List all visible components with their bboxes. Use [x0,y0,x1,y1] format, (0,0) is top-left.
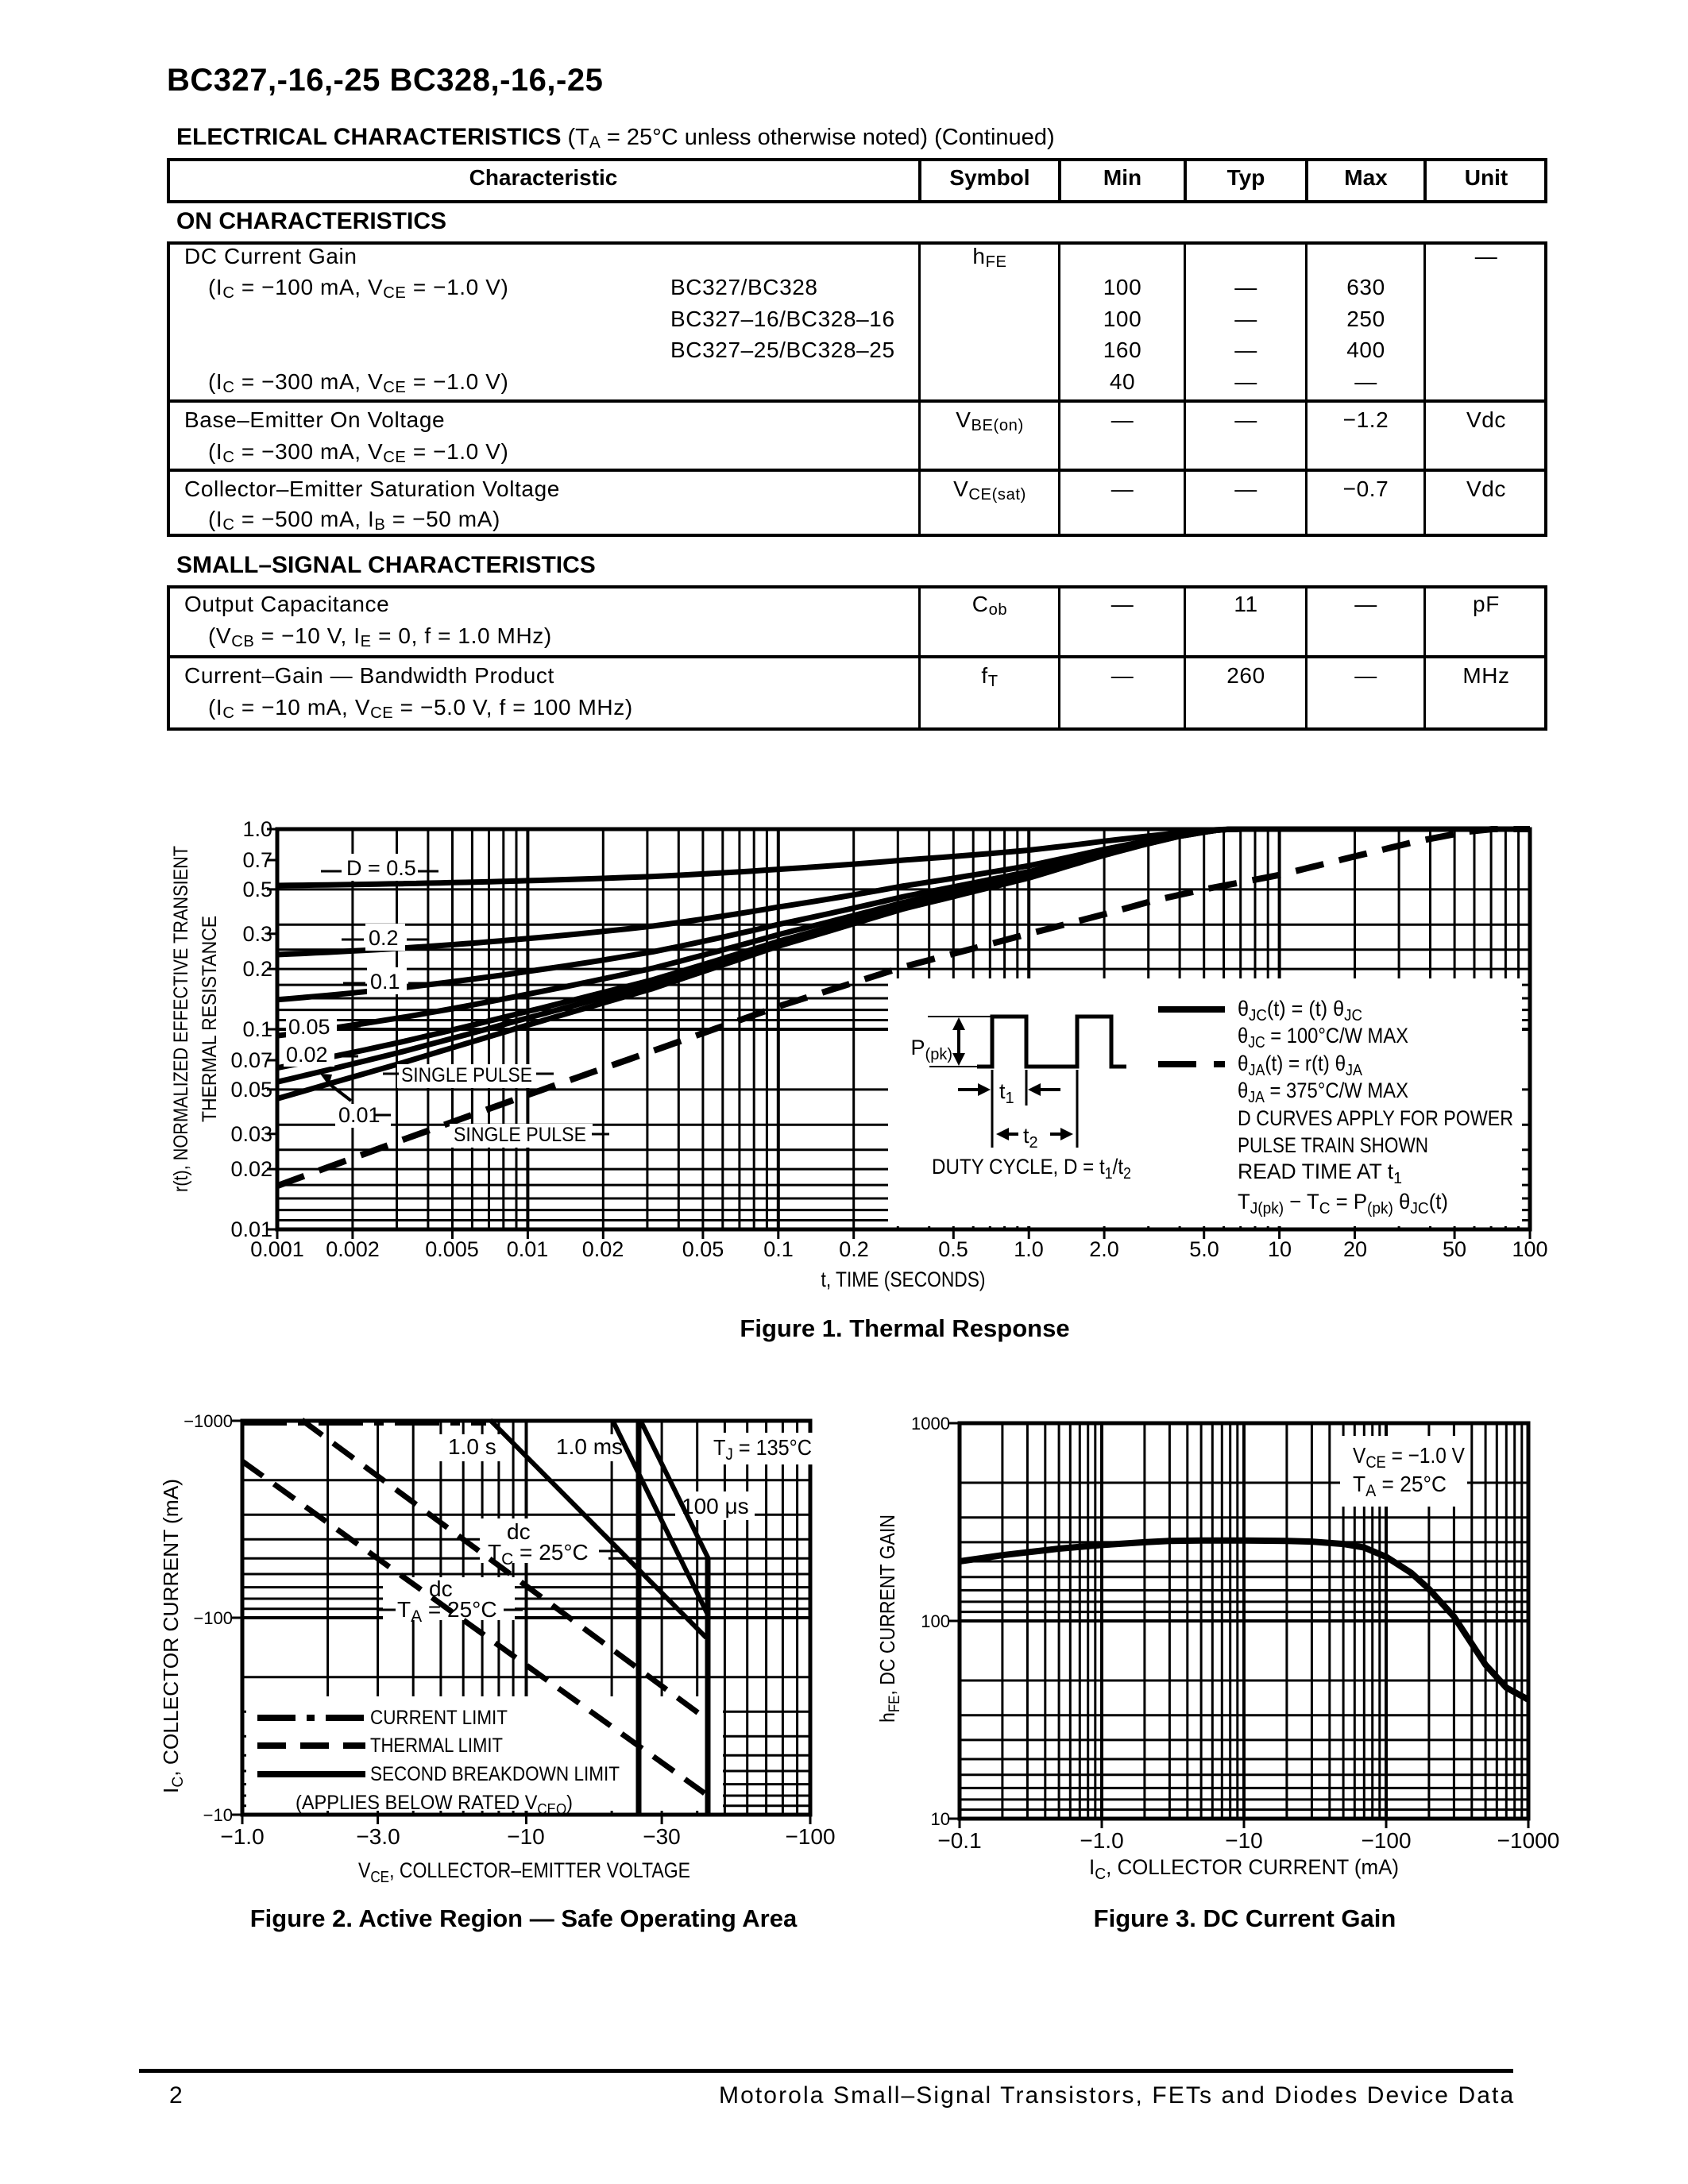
svg-text:2.0: 2.0 [1089,1237,1119,1261]
svg-text:t2​: t2​ [1023,1124,1038,1152]
svg-text:PULSE TRAIN SHOWN: PULSE TRAIN SHOWN [1238,1133,1428,1157]
svg-text:0.001: 0.001 [250,1237,304,1261]
svg-text:0.02: 0.02 [286,1043,328,1067]
svg-text:0.5: 0.5 [938,1237,968,1261]
svg-text:IC​, COLLECTOR CURRENT (mA): IC​, COLLECTOR CURRENT (mA) [1089,1855,1399,1883]
svg-text:SECOND BREAKDOWN LIMIT: SECOND BREAKDOWN LIMIT [370,1763,620,1785]
svg-text:D CURVES APPLY FOR POWER: D CURVES APPLY FOR POWER [1238,1106,1513,1130]
svg-text:−1.0: −1.0 [220,1824,264,1849]
svg-text:TA​ = 25°C: TA​ = 25°C [1353,1472,1447,1500]
svg-text:dc: dc [507,1519,531,1544]
svg-text:100: 100 [921,1611,950,1631]
svg-text:0.02: 0.02 [230,1157,272,1181]
svg-text:0.01: 0.01 [230,1217,272,1241]
svg-text:−1000: −1000 [183,1411,233,1431]
svg-text:0.05: 0.05 [682,1237,724,1261]
svg-text:THERMAL LIMIT: THERMAL LIMIT [370,1734,503,1757]
svg-text:SINGLE PULSE: SINGLE PULSE [401,1064,532,1086]
svg-text:100 μs: 100 μs [682,1494,749,1518]
svg-text:100: 100 [1512,1237,1547,1261]
svg-text:Figure 2. Active Region — Safe: Figure 2. Active Region — Safe Operating… [250,1904,798,1932]
svg-text:TA​ = 25°C: TA​ = 25°C [397,1597,497,1626]
svg-text:−0.1: −0.1 [937,1828,981,1853]
svg-text:50: 50 [1443,1237,1466,1261]
svg-text:TJ(pk)​ − TC​ = P(pk)​ θJC​(t): TJ(pk)​ − TC​ = P(pk)​ θJC​(t) [1238,1190,1448,1217]
svg-text:hFE​, DC CURRENT GAIN: hFE​, DC CURRENT GAIN [875,1515,903,1723]
svg-text:VCE​ = −1.0 V: VCE​ = −1.0 V [1353,1443,1465,1472]
svg-text:−1.0: −1.0 [1080,1828,1123,1853]
svg-text:0.2: 0.2 [839,1237,869,1261]
svg-text:1.0 ms: 1.0 ms [556,1434,623,1459]
svg-text:VCE​, COLLECTOR–EMITTER VOLTAG: VCE​, COLLECTOR–EMITTER VOLTAGE [358,1858,690,1886]
svg-text:−30: −30 [643,1824,681,1849]
svg-text:0.05: 0.05 [230,1078,272,1102]
svg-text:0.02: 0.02 [582,1237,624,1261]
svg-text:DUTY CYCLE, D = t1​/t2​: DUTY CYCLE, D = t1​/t2​ [932,1155,1131,1183]
svg-text:−100: −100 [193,1608,233,1628]
svg-text:0.01: 0.01 [507,1237,549,1261]
svg-text:−10: −10 [203,1805,233,1825]
svg-text:−10: −10 [1225,1828,1263,1853]
svg-text:D = 0.5: D = 0.5 [346,856,416,880]
svg-text:0.1: 0.1 [763,1237,794,1261]
svg-text:READ TIME AT t1​: READ TIME AT t1​ [1238,1160,1402,1187]
svg-text:CURRENT LIMIT: CURRENT LIMIT [370,1707,508,1729]
svg-text:−1000: −1000 [1497,1828,1560,1853]
svg-text:θJA​ = 375°C/W MAX: θJA​ = 375°C/W MAX [1238,1078,1408,1106]
svg-text:1.0 s: 1.0 s [448,1434,496,1459]
svg-text:−10: −10 [507,1824,545,1849]
svg-text:1000: 1000 [911,1414,950,1433]
svg-text:0.07: 0.07 [230,1048,272,1072]
svg-text:θJC​(t) = (t) θJC​: θJC​(t) = (t) θJC​ [1238,997,1362,1024]
svg-text:0.03: 0.03 [230,1122,272,1146]
svg-text:0.2: 0.2 [369,926,399,950]
svg-text:20: 20 [1343,1237,1367,1261]
svg-text:1.0: 1.0 [1014,1237,1044,1261]
svg-text:Figure 1. Thermal Response: Figure 1. Thermal Response [740,1314,1069,1342]
svg-text:dc: dc [429,1576,453,1601]
svg-text:THERMAL RESISTANCE: THERMAL RESISTANCE [199,916,221,1122]
svg-text:0.05: 0.05 [288,1015,330,1039]
svg-text:0.1: 0.1 [370,970,400,994]
svg-text:0.005: 0.005 [425,1237,479,1261]
svg-text:10: 10 [1268,1237,1292,1261]
svg-text:SINGLE PULSE: SINGLE PULSE [454,1124,586,1146]
svg-text:t, TIME (SECONDS): t, TIME (SECONDS) [821,1268,986,1291]
svg-text:θJC​ = 100°C/W MAX: θJC​ = 100°C/W MAX [1238,1024,1408,1051]
svg-text:5.0: 5.0 [1189,1237,1219,1261]
svg-text:−3.0: −3.0 [356,1824,400,1849]
svg-text:−100: −100 [785,1824,835,1849]
svg-text:0.002: 0.002 [326,1237,380,1261]
svg-text:r(t), NORMALIZED EFFECTIVE TRA: r(t), NORMALIZED EFFECTIVE TRANSIENT [170,846,192,1192]
svg-text:TJ​ = 135°C: TJ​ = 135°C [713,1435,812,1464]
svg-text:θJA​(t) = r(t) θJA​: θJA​(t) = r(t) θJA​ [1238,1051,1363,1079]
svg-text:IC​, COLLECTOR CURRENT (mA): IC​, COLLECTOR CURRENT (mA) [159,1479,187,1793]
svg-text:P(pk)​: P(pk)​ [911,1036,952,1063]
svg-text:(APPLIES BELOW RATED VCEO​): (APPLIES BELOW RATED VCEO​) [295,1792,573,1817]
svg-text:0.01: 0.01 [338,1103,380,1127]
svg-text:t1​: t1​ [999,1079,1014,1107]
svg-text:TC​ = 25°C: TC​ = 25°C [488,1540,589,1569]
svg-text:10: 10 [931,1809,950,1829]
svg-text:Figure 3. DC Current Gain: Figure 3. DC Current Gain [1094,1904,1396,1932]
svg-text:−100: −100 [1361,1828,1411,1853]
